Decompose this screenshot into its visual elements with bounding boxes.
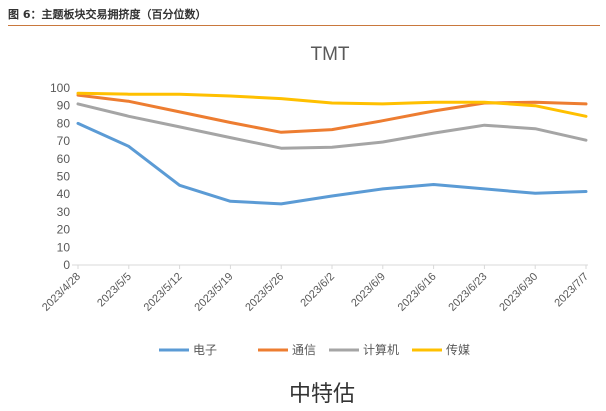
y-tick-label: 10 [57, 240, 71, 254]
y-tick-label: 80 [57, 116, 71, 130]
legend-label: 电子 [193, 343, 217, 357]
x-tick-label: 2023/5/5 [95, 271, 134, 310]
y-tick-label: 70 [57, 134, 71, 148]
x-tick-label: 2023/6/2 [298, 271, 337, 310]
y-tick-label: 100 [50, 81, 70, 95]
watermark-text: 中特估 [289, 382, 355, 407]
legend-label: 计算机 [363, 342, 399, 357]
figure-caption: 图 6：主题板块交易拥挤度（百分位数） [8, 8, 207, 21]
x-tick-label: 2023/6/30 [497, 271, 540, 314]
series-line-0 [76, 121, 588, 206]
y-tick-label: 0 [63, 258, 70, 272]
y-tick-label: 30 [57, 205, 71, 219]
series-line-3 [76, 91, 588, 118]
legend-label: 通信 [292, 343, 316, 357]
x-tick-label: 2023/5/26 [243, 271, 286, 314]
chart-title: TMT [310, 44, 349, 65]
y-tick-label: 40 [57, 187, 71, 201]
x-tick-label: 2023/5/12 [142, 271, 185, 314]
legend-label: 传媒 [446, 342, 470, 357]
caption-divider [8, 25, 600, 26]
chart-legend: 电子 通信 计算机 传媒 [159, 342, 470, 357]
x-tick-label: 2023/6/16 [396, 271, 439, 314]
x-tick-label: 2023/6/9 [349, 271, 388, 310]
y-tick-label: 50 [57, 170, 71, 184]
x-tick-label: 2023/7/7 [552, 271, 591, 310]
y-tick-label: 60 [57, 152, 71, 166]
series-line-2 [76, 102, 588, 150]
y-tick-label: 90 [57, 99, 71, 113]
series-layer [76, 91, 588, 206]
x-tick-label: 2023/6/23 [446, 271, 489, 314]
x-tick-label: 2023/5/19 [192, 271, 235, 314]
y-tick-label: 20 [57, 223, 71, 237]
x-tick-label: 2023/4/28 [40, 271, 83, 314]
